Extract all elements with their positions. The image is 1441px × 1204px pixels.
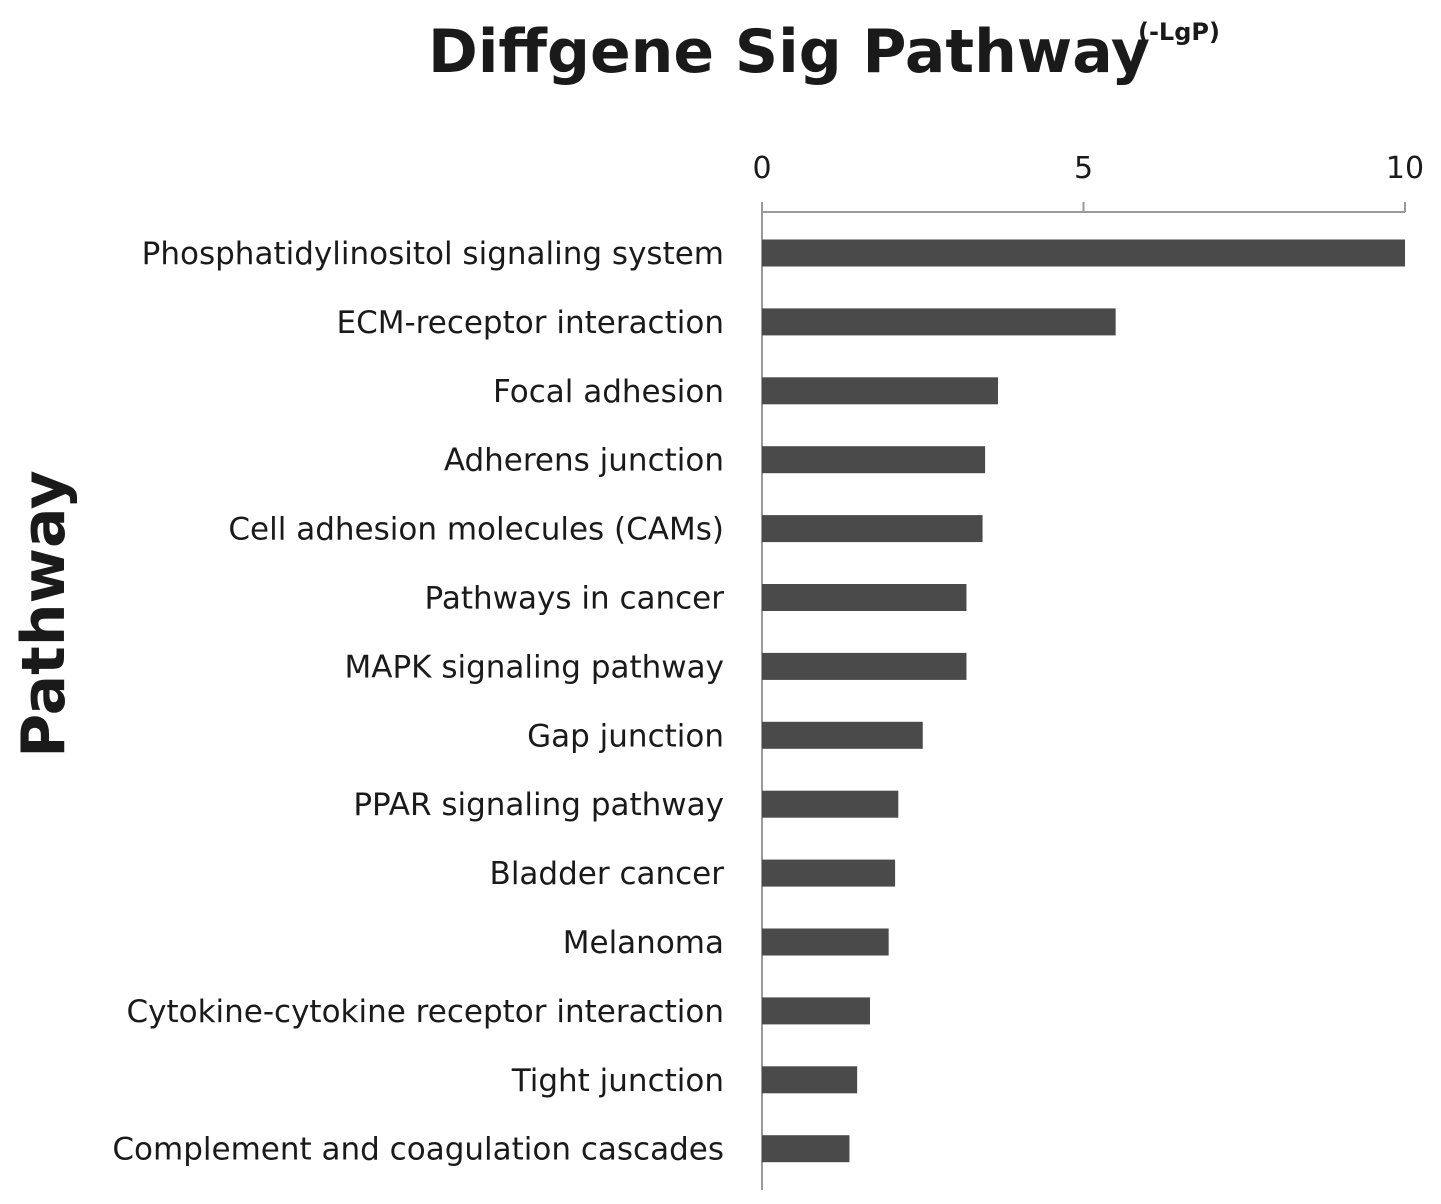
- category-label: Adherens junction: [444, 443, 724, 479]
- category-label: Melanoma: [563, 925, 724, 961]
- chart-title-unit: (-LgP): [1138, 18, 1220, 46]
- category-labels: Phosphatidylinositol signaling system ECM…: [112, 236, 724, 1168]
- bar: [762, 308, 1116, 336]
- category-label: Pathways in cancer: [425, 581, 725, 617]
- bar: [762, 997, 871, 1025]
- axis-group: [761, 211, 1405, 1190]
- category-label: Cell adhesion molecules (CAMs): [228, 512, 724, 548]
- bar: [762, 1066, 858, 1094]
- bar-series: [762, 239, 1405, 1163]
- bar: [762, 721, 923, 749]
- x-tick-label: 10: [1386, 151, 1424, 186]
- category-label: Gap junction: [527, 718, 724, 754]
- category-label: Tight junction: [511, 1063, 724, 1099]
- category-label: MAPK signaling pathway: [345, 649, 725, 685]
- category-label: PPAR signaling pathway: [353, 787, 724, 823]
- category-label: Phosphatidylinositol signaling system: [142, 236, 724, 272]
- x-tick-label: 5: [1074, 151, 1093, 186]
- bar: [762, 928, 889, 956]
- bar: [762, 652, 967, 680]
- category-label: Cytokine-cytokine receptor interaction: [126, 994, 724, 1030]
- bar: [762, 377, 998, 405]
- bar: [762, 1135, 850, 1163]
- x-tick-label: 0: [752, 151, 771, 186]
- category-label: ECM-receptor interaction: [337, 305, 724, 341]
- bar: [762, 584, 967, 611]
- bar: [762, 859, 896, 887]
- category-label: Focal adhesion: [493, 374, 724, 410]
- chart-title: Diffgene Sig Pathway: [428, 17, 1150, 87]
- bar: [762, 515, 983, 543]
- category-label: Bladder cancer: [490, 856, 725, 892]
- category-label: Complement and coagulation cascades: [112, 1132, 724, 1168]
- x-axis-ticks: 0 5 10: [752, 151, 1424, 212]
- bar: [762, 239, 1405, 267]
- bar: [762, 446, 986, 474]
- bar: [762, 790, 899, 818]
- y-axis-label: Pathway: [9, 470, 79, 757]
